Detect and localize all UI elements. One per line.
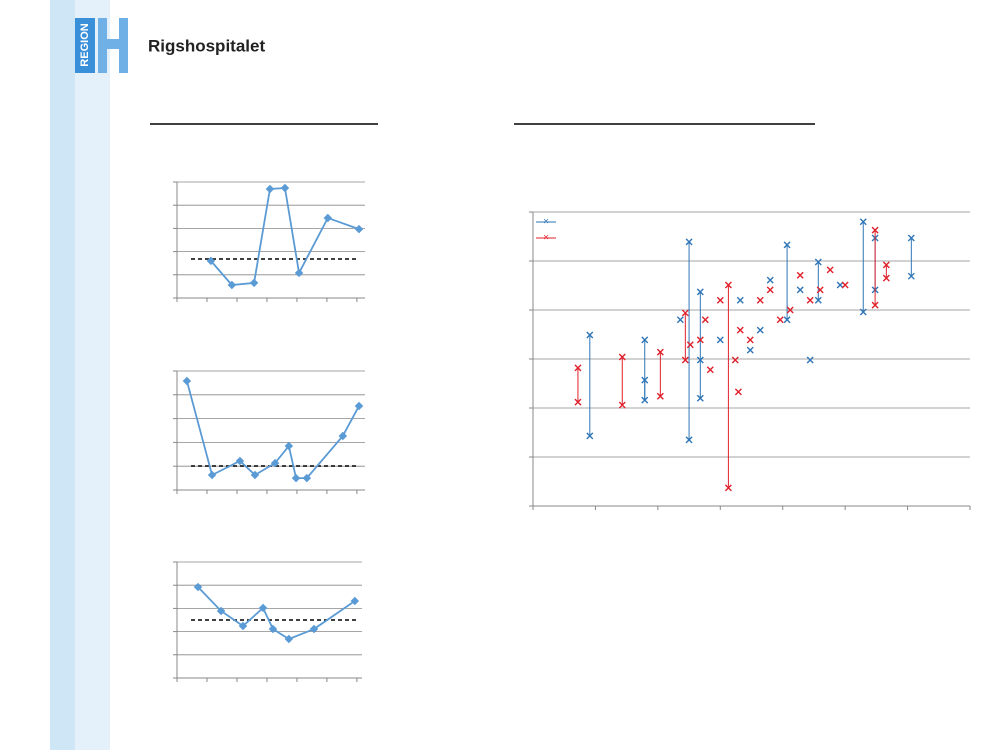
- data-point: [641, 396, 649, 404]
- data-point: [656, 348, 664, 356]
- data-point: [816, 286, 824, 294]
- logo-bar: [98, 39, 128, 49]
- data-point: [586, 432, 594, 440]
- side-band: [50, 0, 75, 750]
- data-point: [284, 441, 294, 451]
- data-point: [685, 238, 693, 246]
- data-point: [907, 272, 915, 280]
- data-point: [841, 281, 849, 289]
- data-point: [776, 316, 784, 324]
- data-point: [859, 308, 867, 316]
- data-point: [859, 218, 867, 226]
- data-point: [291, 473, 301, 483]
- data-line: [186, 380, 360, 480]
- data-point: [586, 331, 594, 339]
- data-point: [814, 296, 822, 304]
- data-point: [706, 366, 714, 374]
- data-point: [806, 296, 814, 304]
- data-point: [618, 353, 626, 361]
- data-point: [235, 456, 245, 466]
- data-point: [696, 356, 704, 364]
- data-point: [746, 336, 754, 344]
- data-point: [826, 266, 834, 274]
- data-point: [871, 301, 879, 309]
- logo-bar: [119, 18, 128, 73]
- data-point: [207, 470, 217, 480]
- logo-bar: [75, 18, 95, 73]
- data-point: [284, 634, 294, 644]
- data-point: [756, 296, 764, 304]
- data-point: [796, 271, 804, 279]
- data-point: [724, 484, 732, 492]
- data-point: [746, 346, 754, 354]
- legend-marker: ×: [543, 217, 549, 228]
- data-point: [656, 392, 664, 400]
- data-point: [641, 376, 649, 384]
- data-point: [302, 473, 312, 483]
- data-point: [882, 274, 890, 282]
- data-point: [731, 356, 739, 364]
- data-point: [734, 388, 742, 396]
- data-point: [681, 356, 689, 364]
- data-point: [258, 603, 268, 613]
- data-point: [338, 431, 348, 441]
- data-point: [686, 341, 694, 349]
- data-point: [786, 306, 794, 314]
- legend: × ×: [536, 217, 556, 244]
- data-point: [354, 401, 364, 411]
- data-point: [182, 376, 192, 386]
- data-point: [676, 316, 684, 324]
- data-point: [871, 226, 879, 234]
- data-point: [766, 276, 774, 284]
- data-point: [280, 183, 290, 193]
- data-point: [323, 213, 333, 223]
- data-line: [197, 586, 356, 641]
- data-point: [294, 268, 304, 278]
- data-point: [685, 436, 693, 444]
- data-point: [716, 296, 724, 304]
- data-point: [814, 258, 822, 266]
- data-point: [206, 256, 216, 266]
- data-point: [696, 336, 704, 344]
- data-point: [783, 241, 791, 249]
- data-point: [227, 280, 237, 290]
- data-point: [618, 401, 626, 409]
- data-point: [681, 309, 689, 317]
- logo: REGION: [75, 18, 128, 73]
- data-point: [268, 624, 278, 634]
- data-point: [249, 278, 259, 288]
- data-point: [574, 364, 582, 372]
- data-point: [836, 281, 844, 289]
- data-point: [250, 470, 260, 480]
- slide-title: Rigshospitalet: [148, 36, 265, 55]
- data-point: [270, 458, 280, 468]
- data-point: [265, 184, 275, 194]
- data-point: [701, 316, 709, 324]
- data-point: [783, 316, 791, 324]
- data-point: [309, 624, 319, 634]
- data-point: [716, 336, 724, 344]
- logo-text: REGION: [79, 23, 91, 66]
- data-point: [574, 398, 582, 406]
- data-point: [736, 326, 744, 334]
- data-point: [350, 596, 360, 606]
- data-point: [806, 356, 814, 364]
- data-point: [736, 296, 744, 304]
- data-point: [882, 261, 890, 269]
- data-point: [724, 281, 732, 289]
- data-line: [210, 187, 360, 286]
- data-point: [766, 286, 774, 294]
- legend-marker: ×: [543, 233, 549, 244]
- data-point: [696, 288, 704, 296]
- data-point: [641, 336, 649, 344]
- data-point: [796, 286, 804, 294]
- data-point: [907, 234, 915, 242]
- side-band: [75, 0, 110, 750]
- data-point: [756, 326, 764, 334]
- data-point: [354, 224, 364, 234]
- data-point: [696, 394, 704, 402]
